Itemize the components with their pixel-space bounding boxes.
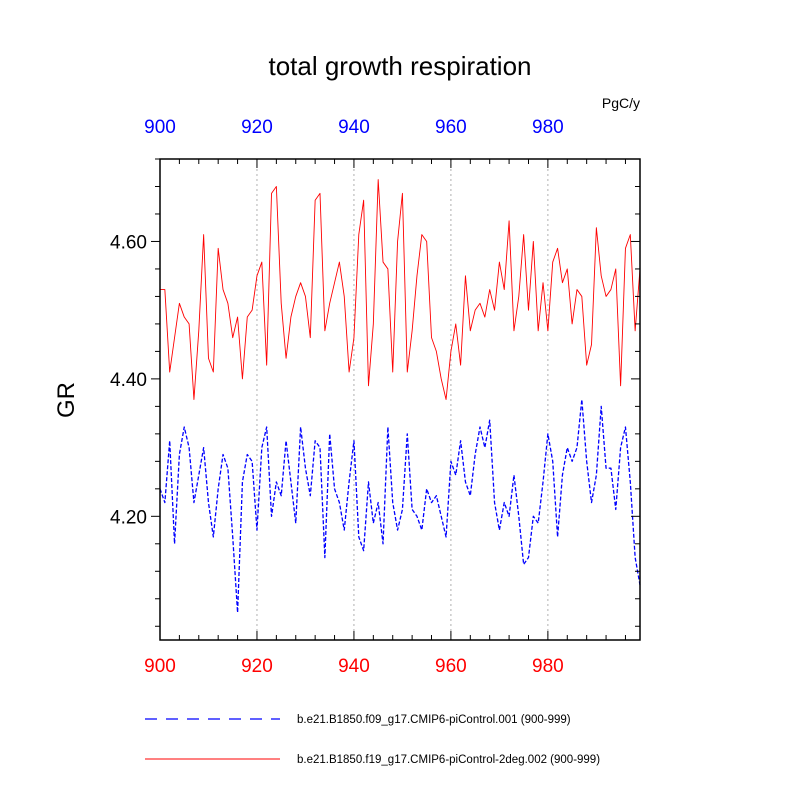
y-tick-label-4.40: 4.40	[110, 370, 147, 391]
x-tick-label-bottom-920: 920	[241, 656, 273, 677]
x-tick-label-top-900: 900	[144, 117, 176, 138]
legend: b.e21.B1850.f09_g17.CMIP6-piControl.001 …	[145, 714, 600, 766]
x-tick-label-bottom-900: 900	[144, 656, 176, 677]
series-line-2	[160, 179, 641, 400]
x-tick-label-bottom-980: 980	[532, 656, 564, 677]
chart-title: total growth respiration	[268, 51, 531, 81]
series-layer	[159, 179, 641, 614]
units-label: PgC/y	[602, 95, 640, 111]
legend-label-2: b.e21.B1850.f19_g17.CMIP6-piControl-2deg…	[297, 754, 600, 766]
x-tick-label-top-920: 920	[241, 117, 273, 138]
x-tick-label-top-960: 960	[435, 117, 467, 138]
grid-layer	[256, 159, 549, 640]
axes-layer: 900 900 920 920 940 940 960 960 980 980 4.20 4.40 4.…	[110, 117, 641, 677]
plot-frame	[159, 158, 641, 641]
y-axis-label: GR	[53, 382, 80, 418]
series-line-1	[159, 398, 641, 614]
y-tick-label-4.60: 4.60	[110, 232, 147, 253]
x-tick-label-top-940: 940	[338, 117, 370, 138]
x-tick-label-top-980: 980	[532, 117, 564, 138]
legend-label-1: b.e21.B1850.f09_g17.CMIP6-piControl.001 …	[297, 714, 571, 726]
y-tick-label-4.20: 4.20	[110, 507, 147, 528]
x-tick-label-bottom-940: 940	[338, 656, 370, 677]
x-tick-label-bottom-960: 960	[435, 656, 467, 677]
